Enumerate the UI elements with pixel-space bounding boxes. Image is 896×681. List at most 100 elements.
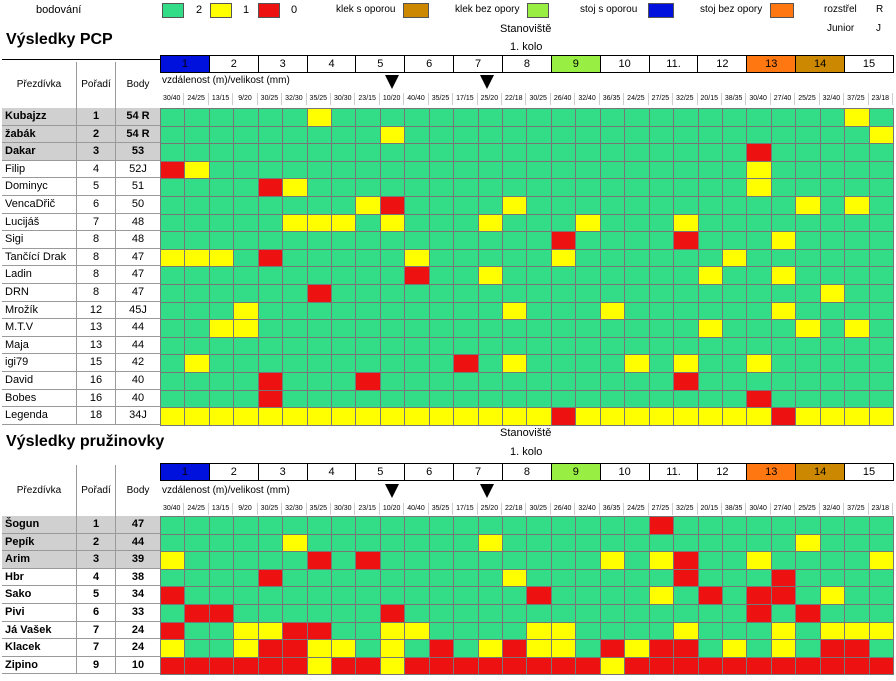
pruz-score-cell bbox=[478, 569, 504, 588]
pruz-score-cell bbox=[454, 587, 479, 605]
pcp-score-cell bbox=[747, 267, 772, 285]
pruz-score-cell bbox=[405, 552, 430, 570]
pcp-score-cell bbox=[722, 109, 748, 127]
pruz-score-cell bbox=[209, 657, 235, 676]
player-rank: 9 bbox=[77, 656, 116, 674]
pcp-score-cell bbox=[527, 179, 552, 197]
pruz-score-cell bbox=[307, 640, 333, 658]
pruz-score-cell bbox=[234, 517, 259, 535]
pcp-score-cell bbox=[747, 179, 772, 197]
pruz-distance-30: 23/18 bbox=[869, 503, 893, 515]
pruz-score-cell bbox=[380, 517, 406, 535]
pcp-score-cell bbox=[576, 302, 601, 321]
pcp-score-cell bbox=[845, 196, 870, 215]
pcp-station-9: 9 bbox=[550, 55, 601, 73]
pruz-score-cell bbox=[307, 552, 333, 570]
pcp-score-cell bbox=[503, 355, 528, 373]
pcp-score-cell bbox=[527, 372, 552, 391]
pruz-score-cell bbox=[625, 517, 650, 535]
player-rank: 8 bbox=[77, 231, 116, 248]
pcp-score-cell bbox=[698, 284, 723, 303]
pruz-score-cell bbox=[722, 640, 748, 658]
pcp-station-8: 8 bbox=[502, 55, 552, 73]
pcp-score-cell bbox=[209, 126, 235, 145]
pcp-score-cell bbox=[771, 126, 797, 145]
pruz-score-cell bbox=[185, 657, 210, 676]
player-name: Arim bbox=[2, 551, 77, 568]
pcp-score-cell bbox=[356, 390, 381, 409]
pcp-score-cell bbox=[356, 232, 381, 250]
pcp-score-cell bbox=[649, 355, 675, 373]
pruz-distance-27: 25/25 bbox=[795, 503, 820, 515]
pcp-score-cell bbox=[283, 232, 308, 250]
player-name: Sako bbox=[2, 586, 77, 603]
pcp-station-13: 13 bbox=[746, 55, 797, 73]
pruz-score-cell bbox=[600, 569, 626, 588]
pcp-player-row: M.T.V 13 44 bbox=[2, 319, 160, 337]
pcp-score-cell bbox=[869, 214, 894, 233]
pcp-score-cell bbox=[551, 144, 577, 162]
pcp-distance-9: 23/15 bbox=[355, 93, 380, 105]
pcp-score-cell bbox=[503, 196, 528, 215]
player-points: 42 bbox=[131, 356, 145, 369]
pcp-score-cell bbox=[332, 109, 357, 127]
pcp-score-cell bbox=[185, 372, 210, 391]
pcp-score-cell bbox=[283, 267, 308, 285]
pcp-score-cell bbox=[356, 284, 381, 303]
player-name: Mrožík bbox=[2, 301, 77, 319]
pcp-score-cell bbox=[234, 355, 259, 373]
pcp-score-cell bbox=[258, 196, 284, 215]
pcp-score-cell bbox=[405, 232, 430, 250]
pcp-score-cell bbox=[209, 372, 235, 391]
pcp-score-cell bbox=[600, 390, 626, 409]
pruz-distance-18: 32/40 bbox=[575, 503, 600, 515]
legend-bodovani-label: bodování bbox=[36, 4, 82, 16]
pruz-score-cell bbox=[869, 622, 894, 641]
pcp-score-cell bbox=[209, 214, 235, 233]
pcp-score-cell bbox=[503, 320, 528, 338]
pruz-score-cell bbox=[209, 552, 235, 570]
pruz-col-name: Přezdívka bbox=[2, 465, 77, 516]
pruz-score-grid bbox=[160, 516, 894, 676]
pcp-score-cell bbox=[503, 109, 528, 127]
pcp-distance-3: 13/15 bbox=[209, 93, 234, 105]
pruz-score-cell bbox=[576, 552, 601, 570]
pruz-score-cell bbox=[649, 604, 675, 623]
pruz-score-cell bbox=[600, 517, 626, 535]
pcp-score-cell bbox=[209, 320, 235, 338]
pcp-score-cell bbox=[698, 320, 723, 338]
player-points: 24 bbox=[131, 641, 145, 654]
pcp-score-cell bbox=[869, 161, 894, 180]
pruz-score-cell bbox=[527, 552, 552, 570]
pruz-score-cell bbox=[478, 534, 504, 553]
pcp-score-cell bbox=[380, 109, 406, 127]
pcp-score-cell bbox=[209, 249, 235, 268]
pruz-score-cell bbox=[649, 587, 675, 605]
pruz-score-cell bbox=[869, 569, 894, 588]
pruz-score-cell bbox=[258, 534, 284, 553]
pcp-score-cell bbox=[503, 249, 528, 268]
pruz-score-cell bbox=[674, 587, 699, 605]
pcp-score-cell bbox=[649, 372, 675, 391]
pcp-score-cell bbox=[674, 337, 699, 356]
pcp-distance-12: 35/25 bbox=[429, 93, 454, 105]
pruz-stanoviste: Stanoviště bbox=[500, 427, 552, 439]
pcp-score-cell bbox=[161, 161, 186, 180]
pruz-distance-5: 30/25 bbox=[258, 503, 283, 515]
pcp-score-cell bbox=[796, 196, 821, 215]
pruz-score-cell bbox=[698, 604, 723, 623]
pcp-score-cell bbox=[478, 214, 504, 233]
pcp-score-cell bbox=[209, 232, 235, 250]
pcp-score-cell bbox=[551, 126, 577, 145]
pruz-score-cell bbox=[551, 569, 577, 588]
pruz-score-cell bbox=[332, 604, 357, 623]
pcp-score-cell bbox=[747, 355, 772, 373]
pcp-score-cell bbox=[698, 232, 723, 250]
pcp-score-cell bbox=[380, 284, 406, 303]
pcp-score-cell bbox=[820, 320, 846, 338]
pcp-score-cell bbox=[258, 302, 284, 321]
pcp-score-cell bbox=[454, 161, 479, 180]
pcp-score-cell bbox=[356, 161, 381, 180]
pruz-distance-20: 24/25 bbox=[624, 503, 649, 515]
pcp-score-cell bbox=[747, 320, 772, 338]
